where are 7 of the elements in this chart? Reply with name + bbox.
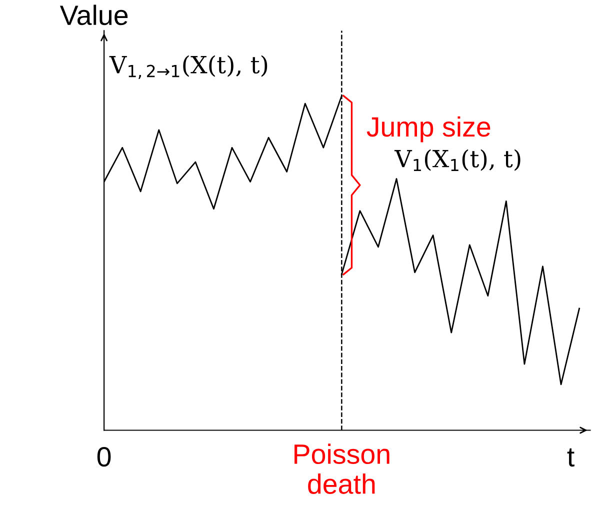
text: 0 <box>97 446 111 467</box>
annotation: Jump size <box>366 116 490 142</box>
series-label: V$_{1}$(X$_{1}$(t), t) <box>394 149 520 172</box>
text: Poisson death <box>294 444 390 494</box>
x-axis-title: t <box>567 448 574 467</box>
y-axis-title: Value <box>60 4 128 26</box>
legend-label: V$_{1,2→1}$(X(t), t) <box>109 55 268 79</box>
